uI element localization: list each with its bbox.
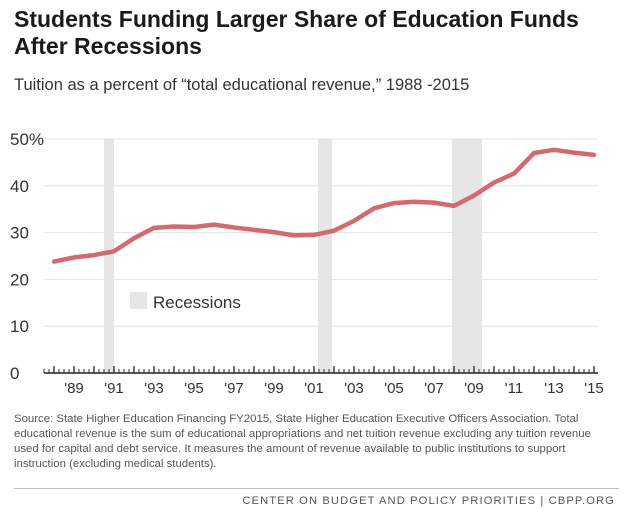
y-tick-label: 10 [10,317,29,336]
x-tick-label: '11 [505,380,523,397]
x-tick-label: '93 [144,380,164,397]
y-tick-label: 20 [10,270,29,289]
x-tick-label: '03 [344,380,364,397]
series-line [51,147,597,264]
recession-band [318,139,332,373]
x-tick-label: '07 [424,380,444,397]
y-tick-label: 50% [10,130,44,149]
x-tick-label: '01 [304,380,324,397]
series-layer [51,147,597,264]
x-tick-label: '99 [264,380,284,397]
footer-divider [14,488,619,489]
x-tick-label: '13 [544,380,564,397]
legend-swatch-recessions [130,292,147,309]
chart-title: Students Funding Larger Share of Educati… [14,6,579,59]
line-chart: 0 10 20 30 40 50% '89 '91 '93 '95 '97 '99 '01 '03 '05 '… [10,130,604,397]
x-tick-label: '91 [104,380,124,397]
x-tick-label: '15 [584,380,604,397]
footer-credit: CENTER ON BUDGET AND POLICY PRIORITIES |… [242,495,615,507]
axes: 0 10 20 30 40 50% '89 '91 '93 '95 '97 '99 '01 '03 '05 '… [10,130,604,397]
recession-band [452,139,482,373]
y-tick-label: 40 [10,177,29,196]
recession-band [104,139,114,373]
y-tick-label: 30 [10,224,29,243]
x-tick-label: '05 [384,380,404,397]
legend-label-recessions: Recessions [153,293,241,312]
x-tick-label: '89 [64,380,84,397]
x-tick-label: '09 [464,380,484,397]
source-note: Source: State Higher Education Financing… [14,413,591,470]
x-tick-label: '97 [224,380,244,397]
y-tick-label: 0 [10,364,19,383]
recession-bands [104,139,482,373]
chart-subtitle: Tuition as a percent of “total education… [14,76,470,94]
legend: Recessions [130,292,241,312]
x-tick-label: '95 [184,380,204,397]
